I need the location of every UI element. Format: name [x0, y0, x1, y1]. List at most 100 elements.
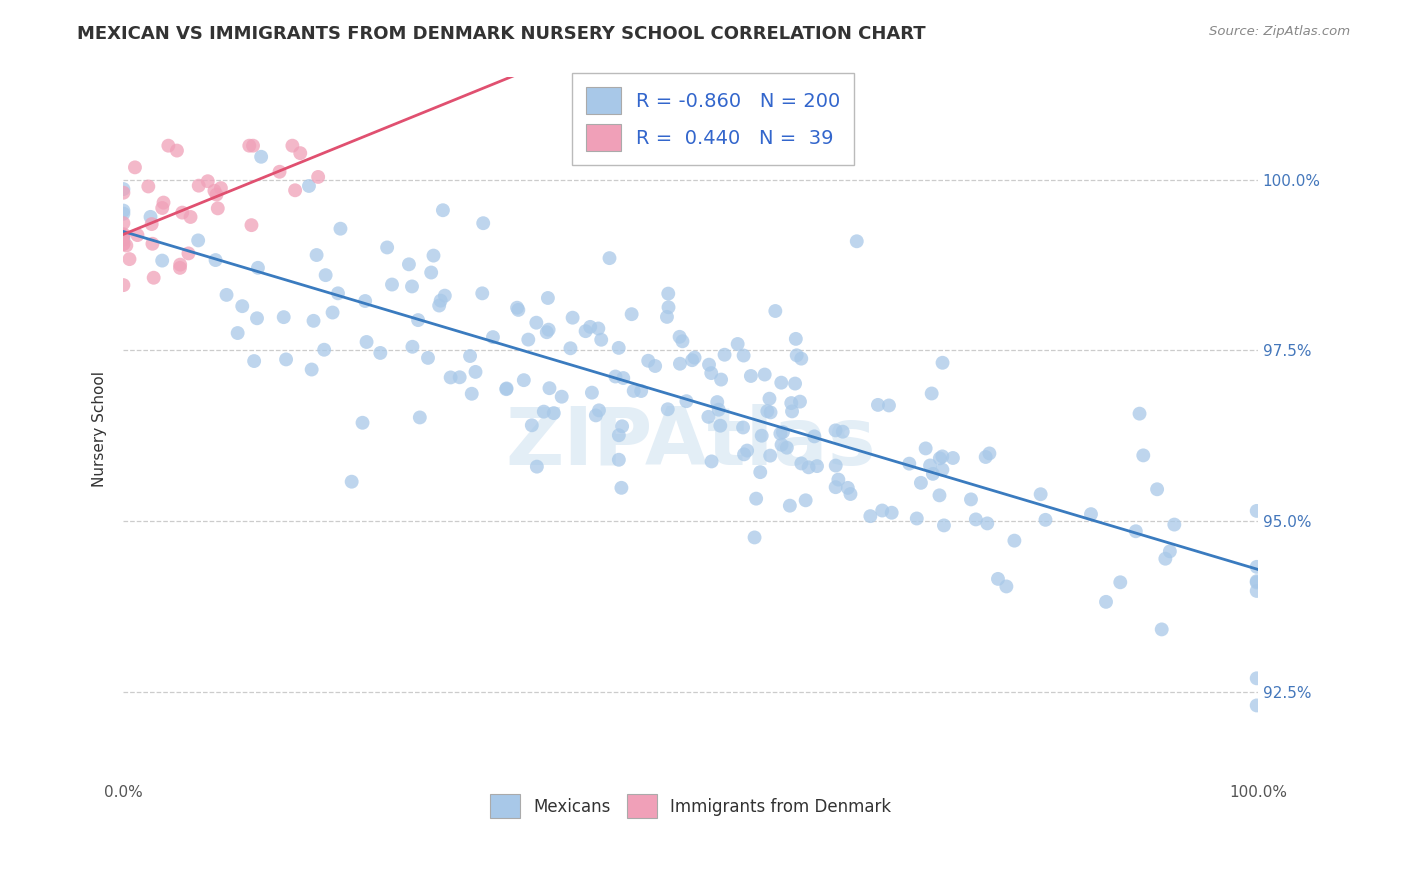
- Point: [669, 357, 692, 371]
- Point: [112, 278, 135, 293]
- Point: [1002, 533, 1025, 548]
- Point: [141, 236, 163, 251]
- Point: [588, 403, 610, 417]
- Point: [302, 314, 325, 328]
- Point: [524, 316, 547, 330]
- Point: [979, 446, 1001, 460]
- Point: [749, 465, 772, 479]
- Point: [526, 459, 548, 474]
- Point: [758, 392, 780, 406]
- Point: [207, 202, 229, 216]
- Point: [281, 138, 304, 153]
- Point: [671, 334, 693, 349]
- Point: [537, 291, 560, 305]
- Point: [401, 279, 423, 293]
- Point: [314, 343, 336, 357]
- Point: [965, 512, 987, 526]
- Point: [112, 233, 135, 247]
- Point: [733, 349, 755, 363]
- Point: [416, 351, 439, 365]
- Point: [713, 348, 735, 362]
- Point: [770, 376, 793, 390]
- Point: [866, 398, 889, 412]
- Point: [581, 385, 603, 400]
- Point: [307, 169, 329, 184]
- Point: [976, 516, 998, 531]
- Point: [246, 311, 269, 326]
- Point: [301, 362, 323, 376]
- Point: [150, 253, 173, 268]
- Point: [751, 428, 773, 442]
- Point: [127, 228, 149, 243]
- Point: [240, 218, 263, 232]
- Point: [381, 277, 404, 292]
- Point: [794, 493, 817, 508]
- Point: [697, 409, 720, 424]
- Point: [124, 161, 146, 175]
- Point: [790, 457, 813, 471]
- Point: [772, 425, 794, 439]
- Point: [169, 258, 191, 272]
- Point: [429, 293, 451, 308]
- Point: [942, 450, 965, 465]
- Point: [644, 359, 666, 373]
- Point: [322, 305, 344, 319]
- Point: [157, 138, 180, 153]
- Point: [756, 404, 779, 418]
- Point: [610, 419, 633, 434]
- Point: [464, 365, 486, 379]
- Point: [551, 390, 574, 404]
- Point: [112, 216, 135, 230]
- Point: [315, 268, 337, 282]
- Point: [797, 460, 820, 475]
- Point: [368, 346, 391, 360]
- Point: [177, 246, 200, 260]
- Point: [783, 376, 806, 391]
- Point: [305, 248, 328, 262]
- Point: [839, 487, 862, 501]
- Point: [112, 230, 135, 244]
- Point: [657, 300, 679, 314]
- Point: [238, 138, 260, 153]
- Point: [824, 423, 846, 437]
- Point: [745, 491, 768, 506]
- Point: [340, 475, 363, 489]
- Point: [215, 288, 238, 302]
- Point: [859, 509, 882, 524]
- Point: [172, 205, 194, 219]
- Point: [928, 488, 950, 502]
- Point: [731, 420, 754, 434]
- Point: [789, 394, 811, 409]
- Point: [779, 499, 801, 513]
- Point: [401, 340, 423, 354]
- Point: [910, 475, 932, 490]
- Point: [657, 286, 679, 301]
- Point: [1146, 483, 1168, 497]
- Point: [1128, 407, 1150, 421]
- Point: [495, 381, 517, 395]
- Point: [231, 299, 253, 313]
- Point: [1095, 595, 1118, 609]
- Point: [112, 228, 135, 243]
- Point: [995, 579, 1018, 593]
- Point: [898, 457, 921, 471]
- Point: [246, 260, 269, 275]
- Point: [1080, 507, 1102, 521]
- Point: [197, 174, 219, 188]
- Point: [697, 358, 720, 372]
- Point: [204, 184, 226, 198]
- Point: [769, 426, 792, 441]
- Y-axis label: Nursery School: Nursery School: [93, 371, 107, 487]
- Point: [1246, 671, 1268, 685]
- Point: [727, 337, 749, 351]
- Point: [588, 321, 610, 335]
- Point: [610, 481, 633, 495]
- Point: [707, 402, 730, 417]
- Point: [630, 384, 652, 398]
- Point: [1125, 524, 1147, 539]
- Point: [536, 325, 558, 339]
- Point: [1246, 574, 1268, 589]
- Point: [740, 368, 762, 383]
- Point: [274, 352, 297, 367]
- Point: [780, 396, 803, 410]
